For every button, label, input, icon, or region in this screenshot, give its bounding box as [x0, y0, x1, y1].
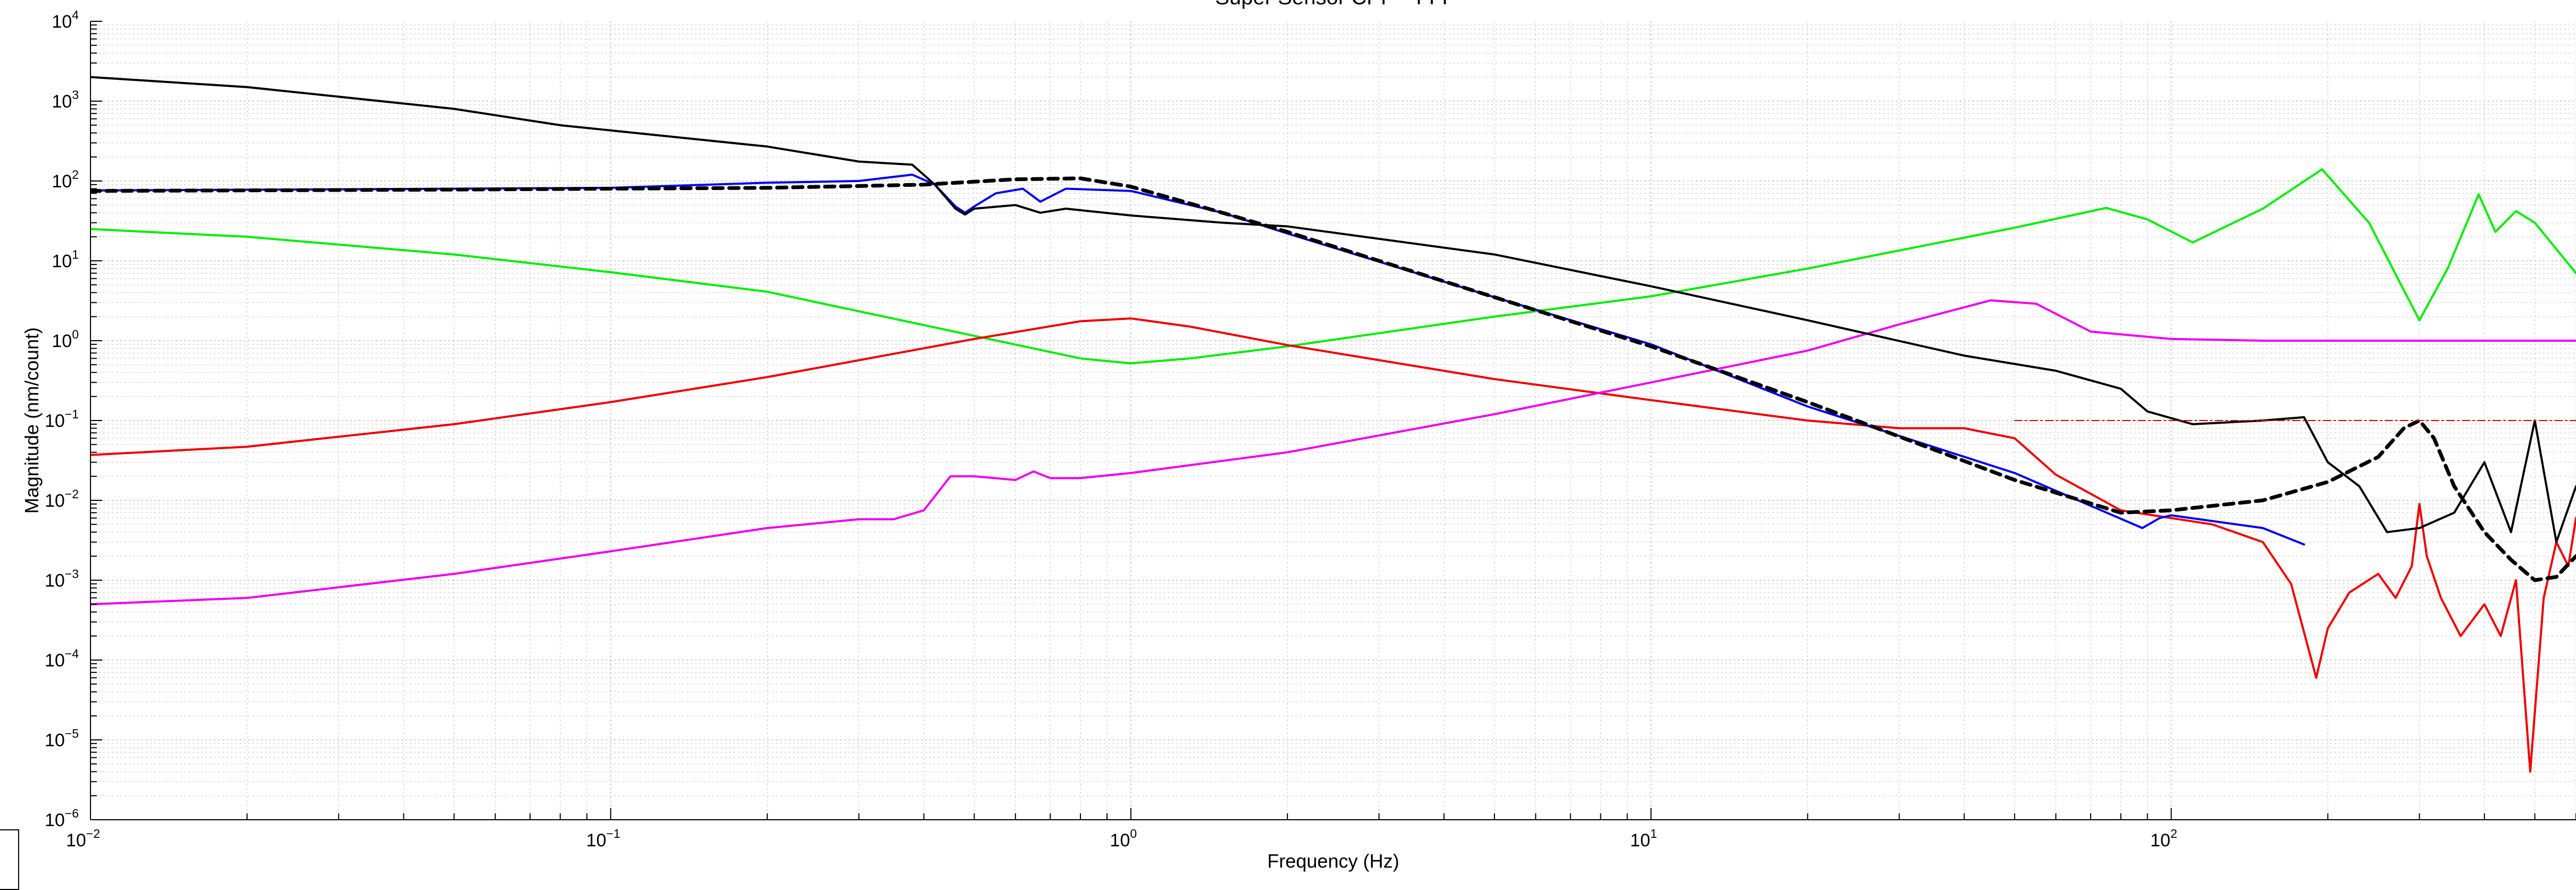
y-tick-label: 10−1: [45, 407, 79, 431]
series-line-2: [90, 299, 2576, 606]
series-line-1: [90, 317, 2576, 773]
x-tick-label: 101: [1630, 827, 1657, 851]
plot-lines: [90, 76, 2576, 773]
series-line-5: [90, 176, 2576, 582]
series-line-0: [90, 168, 2576, 365]
y-tick-label: 103: [52, 88, 79, 112]
y-tick-label: 104: [52, 8, 79, 32]
y-axis-label: Magnitude (nm/count): [21, 327, 43, 514]
x-tick-label: 10−1: [586, 827, 620, 851]
x-tick-label: 10−2: [66, 827, 100, 851]
y-tick-labels: 10−6 10−5 10−4 10−3 10−2 10−1 100 101 102 103 104: [45, 8, 79, 830]
y-tick-label: 10−6: [45, 806, 79, 830]
y-tick-label: 102: [52, 168, 79, 192]
chart-title: Super Sensor CPF - TTT: [1215, 0, 1451, 9]
y-tick-label: 100: [52, 327, 79, 351]
y-tick-label: 10−5: [45, 727, 79, 751]
grid: [90, 21, 2576, 820]
y-tick-label: 10−3: [45, 567, 79, 591]
y-tick-label: 10−4: [45, 647, 79, 671]
x-tick-label: 102: [2150, 827, 2177, 851]
x-axis-label: Frequency (Hz): [1267, 850, 1399, 872]
legend-box-fragment: [0, 829, 19, 890]
series-line-3: [90, 174, 2305, 546]
y-tick-label: 10−2: [45, 487, 79, 511]
x-tick-label: 100: [1110, 827, 1137, 851]
y-tick-label: 101: [52, 248, 79, 271]
axes: [90, 21, 2576, 820]
x-tick-labels: 10−2 10−1 100 101 102: [66, 827, 2177, 851]
series-line-4: [90, 76, 2576, 543]
